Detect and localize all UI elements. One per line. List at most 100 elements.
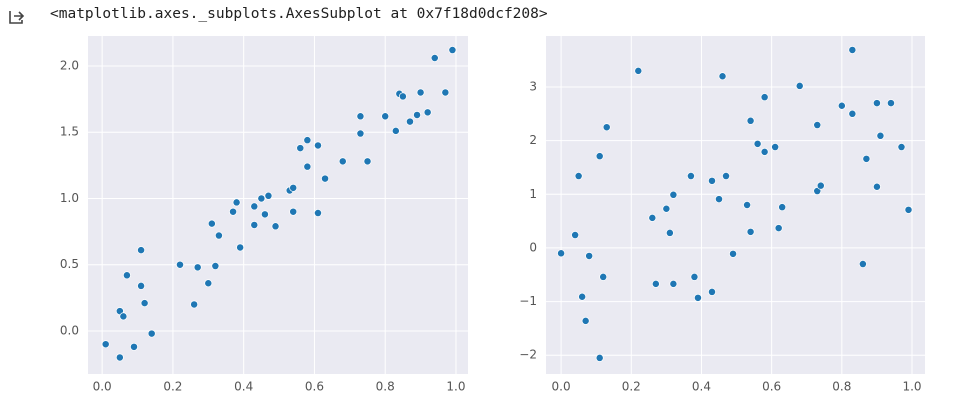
point xyxy=(137,246,146,255)
point xyxy=(430,54,439,62)
point xyxy=(578,292,587,301)
x-tick-label: 0.4 xyxy=(234,380,253,394)
point xyxy=(193,263,202,272)
point xyxy=(837,101,846,110)
point xyxy=(722,172,730,180)
x-tick-label: 1.0 xyxy=(902,380,921,394)
point xyxy=(872,182,881,191)
point xyxy=(314,209,322,217)
x-tick-label: 0.2 xyxy=(163,380,182,394)
x-tick-label: 0.0 xyxy=(552,380,571,394)
y-tick-label: 0.5 xyxy=(60,257,79,271)
point xyxy=(848,45,857,54)
point xyxy=(557,249,566,258)
point xyxy=(897,143,906,152)
point xyxy=(743,201,752,209)
point xyxy=(602,123,611,132)
point xyxy=(211,262,220,270)
point xyxy=(760,147,769,156)
point xyxy=(137,281,146,290)
y-tick-label: −2 xyxy=(519,348,537,362)
point xyxy=(904,205,913,214)
point xyxy=(448,46,457,54)
y-tick-label: 3 xyxy=(529,79,537,93)
point xyxy=(669,190,678,199)
point xyxy=(694,293,702,302)
point xyxy=(314,141,322,150)
y-tick-label: 0 xyxy=(529,240,537,254)
point xyxy=(813,121,822,130)
point xyxy=(250,220,259,229)
x-tick-label: 0.0 xyxy=(93,380,112,394)
point xyxy=(338,157,347,166)
point xyxy=(391,126,400,135)
point xyxy=(778,203,787,212)
point xyxy=(130,342,138,351)
point xyxy=(381,112,390,121)
point xyxy=(406,117,414,126)
point xyxy=(441,88,450,97)
point xyxy=(289,207,298,216)
point xyxy=(257,194,266,203)
output-icon xyxy=(9,11,25,24)
point xyxy=(115,353,124,362)
point xyxy=(848,109,857,118)
point xyxy=(872,99,881,108)
point xyxy=(669,279,678,288)
y-tick-label: 1.0 xyxy=(60,191,79,205)
x-tick-label: 1.0 xyxy=(446,380,465,394)
point xyxy=(236,243,245,252)
point xyxy=(862,154,871,163)
x-tick-label: 0.2 xyxy=(622,380,641,394)
point xyxy=(289,183,298,192)
x-tick-label: 0.6 xyxy=(305,380,324,394)
point xyxy=(876,131,885,140)
point xyxy=(214,231,223,240)
point xyxy=(585,252,594,260)
point xyxy=(715,195,723,204)
y-tick-label: 0.0 xyxy=(60,323,79,337)
point xyxy=(708,176,716,185)
point xyxy=(140,299,149,308)
point xyxy=(746,227,755,236)
point xyxy=(413,111,422,119)
point xyxy=(816,181,825,190)
y-tick-label: 1 xyxy=(529,187,537,201)
point xyxy=(718,72,727,81)
point xyxy=(356,112,365,121)
y-tick-label: 2 xyxy=(529,133,537,147)
point xyxy=(356,129,365,138)
point xyxy=(147,329,156,338)
y-tick-label: 1.5 xyxy=(60,125,79,139)
point xyxy=(363,157,372,166)
point xyxy=(176,260,184,269)
point xyxy=(229,207,238,216)
point xyxy=(634,66,643,75)
point xyxy=(686,172,695,180)
x-tick-label: 0.8 xyxy=(832,380,851,394)
y-tick-label: 2.0 xyxy=(60,58,79,72)
point xyxy=(595,353,604,362)
point xyxy=(729,249,737,258)
x-tick-label: 0.4 xyxy=(692,380,711,394)
point xyxy=(771,143,780,152)
point xyxy=(303,136,312,145)
point xyxy=(190,300,199,309)
plot-area xyxy=(88,36,468,374)
point xyxy=(101,340,110,349)
point xyxy=(264,191,273,200)
point xyxy=(207,219,216,228)
output-text: <matplotlib.axes._subplots.AxesSubplot a… xyxy=(50,6,548,22)
point xyxy=(651,279,660,288)
x-tick-label: 0.6 xyxy=(762,380,781,394)
point xyxy=(753,139,762,148)
y-tick-label: −1 xyxy=(519,294,537,308)
point xyxy=(690,272,699,281)
point xyxy=(887,99,895,108)
point xyxy=(122,271,131,280)
point xyxy=(571,231,580,239)
point xyxy=(321,174,330,183)
point xyxy=(708,287,716,296)
